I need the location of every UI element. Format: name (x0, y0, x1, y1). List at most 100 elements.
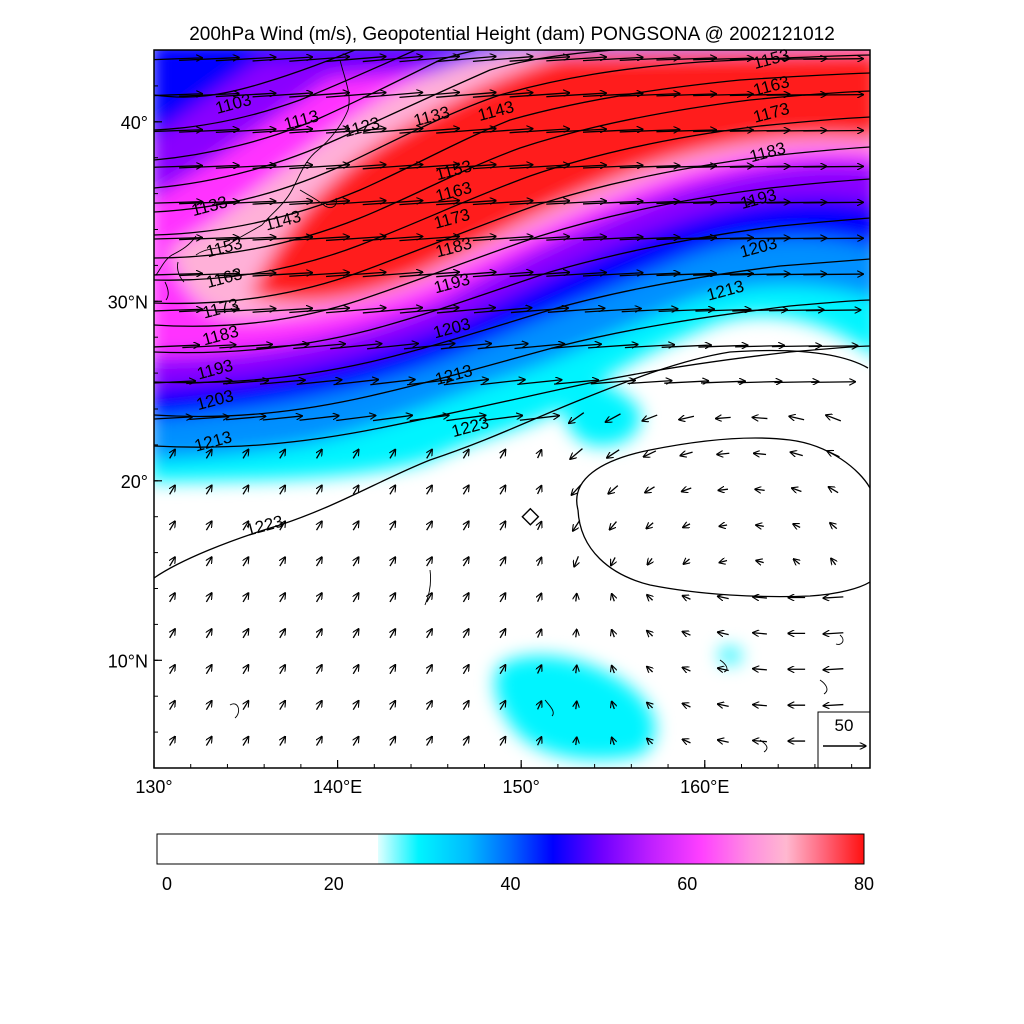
wind-vector (546, 201, 606, 204)
lon-tick-label: 150° (503, 777, 540, 797)
wind-vector (609, 521, 617, 530)
wind-vector (693, 238, 753, 239)
wind-vector (698, 345, 747, 347)
wind-vector (500, 629, 505, 639)
wind-vector (827, 451, 840, 458)
wind-vector (353, 521, 358, 531)
wind-vector (215, 165, 276, 168)
wind-vector (500, 521, 505, 531)
wind-vector (463, 701, 468, 711)
wind-vector (612, 701, 615, 710)
wind-vector (793, 559, 799, 564)
wind-vector (546, 57, 606, 62)
wind-vector (682, 739, 691, 743)
wind-vector (252, 273, 313, 277)
wind-vector (362, 201, 423, 206)
wind-vector (206, 593, 211, 603)
wind-vector (154, 130, 202, 132)
wind-vector (793, 524, 801, 528)
colorbar: 0 20 40 60 80 (156, 833, 874, 894)
wind-vector (289, 237, 349, 241)
wind-vector (680, 452, 693, 456)
wind-vector (215, 129, 276, 134)
wind-vector (718, 740, 729, 742)
wind-vector (576, 629, 577, 638)
wind-vector (170, 449, 175, 459)
wind-vector (325, 201, 386, 206)
wind-vector (682, 632, 691, 636)
wind-vector (463, 737, 468, 746)
wind-vector (353, 485, 358, 495)
wind-vector (390, 629, 395, 639)
wind-vector (509, 165, 570, 170)
wind-vector (624, 345, 675, 348)
wind-vector (399, 165, 459, 170)
wind-vector (280, 521, 285, 531)
wind-vector (472, 236, 533, 242)
wind-vector (472, 129, 533, 134)
wind-vector (206, 485, 211, 495)
wind-vector (170, 629, 175, 639)
wind-vector (325, 57, 386, 63)
wind-vector (619, 58, 680, 61)
wind-vector (179, 165, 239, 167)
wind-vector (656, 94, 716, 96)
wind-vector (656, 58, 716, 60)
wind-vector (399, 56, 459, 63)
wind-vector (170, 701, 175, 711)
wind-vector (500, 593, 505, 603)
wind-vector (154, 202, 202, 204)
wind-vector (547, 308, 605, 313)
coastline-segment (164, 261, 185, 301)
wind-vector (582, 165, 643, 168)
wind-vector (463, 629, 468, 639)
lat-tick-label: 20° (121, 472, 148, 492)
wind-vector (693, 130, 753, 131)
wind-vector (647, 667, 653, 672)
wind-vector (170, 593, 175, 603)
wind-vector (500, 737, 505, 746)
wind-vector (719, 561, 728, 563)
wind-vectors (154, 56, 863, 746)
wind-vector (514, 344, 565, 350)
wind-vector (718, 632, 729, 634)
wind-vector (262, 416, 302, 421)
wind-vector (647, 595, 653, 600)
wind-vector (463, 485, 468, 495)
colorbar-tick-label: 80 (854, 874, 874, 894)
wind-vector (755, 489, 765, 490)
height-contour-line (154, 72, 870, 236)
colorbar-ticks: 0 20 40 60 80 (162, 874, 874, 894)
wind-vector (656, 166, 716, 168)
wind-vector (619, 166, 680, 168)
wind-vector (463, 449, 468, 459)
wind-vector (608, 485, 619, 494)
wind-vector (789, 416, 805, 420)
wind-vector (154, 273, 202, 275)
lon-tick-label: 130° (135, 777, 172, 797)
wind-vector (656, 202, 716, 204)
wind-vector (179, 201, 239, 203)
wind-vector (252, 57, 313, 62)
wind-vector (325, 165, 386, 170)
wind-vector (463, 665, 468, 675)
wind-vector (243, 557, 248, 567)
wind-vector (718, 704, 729, 706)
wind-vector (215, 309, 276, 313)
wind-vector (446, 415, 485, 422)
wind-vector (509, 93, 570, 98)
coastline-segment (155, 235, 197, 276)
wind-vector (252, 308, 313, 313)
wind-vector (317, 665, 322, 675)
wind-vector (570, 448, 583, 460)
wind-vector (582, 129, 643, 132)
wind-vector (737, 381, 782, 382)
wind-vector (718, 489, 729, 490)
wind-vector (259, 380, 305, 385)
wind-vector (682, 667, 691, 671)
wind-vector (399, 308, 459, 314)
wind-vector (500, 485, 505, 495)
wind-vector (576, 594, 577, 602)
height-contour-line (154, 258, 870, 384)
wind-vector (576, 701, 577, 710)
